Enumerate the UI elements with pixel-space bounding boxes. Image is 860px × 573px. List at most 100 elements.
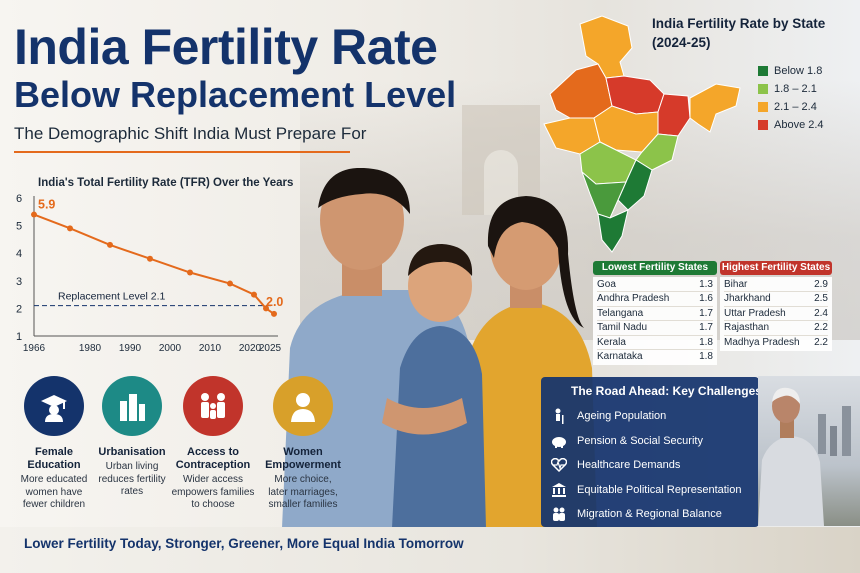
piggy-bank-icon [551, 433, 567, 449]
x-tick-label: 2025 [259, 343, 282, 354]
state-tfr-value: 2.9 [814, 279, 828, 290]
x-tick-label: 1990 [119, 343, 142, 354]
legend-item: 2.1 – 2.4 [758, 98, 824, 116]
table-row: Kerala 1.8 [597, 336, 713, 350]
challenges-title: The Road Ahead: Key Challenges [571, 384, 762, 398]
footer-tagline: Lower Fertility Today, Stronger, Greener… [24, 536, 464, 551]
heartbeat-icon [551, 457, 567, 473]
y-tick-label: 5 [16, 221, 22, 233]
data-point [263, 305, 269, 312]
state-tfr-value: 2.4 [814, 307, 828, 319]
parliament-icon [551, 482, 567, 498]
factor-contraception: Access to Contraception Wider access emp… [167, 376, 259, 512]
data-label: 5.9 [38, 198, 55, 212]
state-tfr-value: 1.7 [699, 322, 713, 334]
tfr-chart-title: India's Total Fertility Rate (TFR) Over … [38, 177, 294, 189]
city-icon [102, 376, 162, 436]
data-point [227, 280, 233, 287]
x-tick-label: 2010 [199, 343, 222, 354]
x-tick-label: 2020 [239, 343, 262, 354]
map-title: India Fertility Rate by State (2024-25) [652, 16, 826, 50]
legend-swatch [758, 66, 768, 76]
state-name: Tamil Nadu [597, 322, 648, 334]
highest-fertility-table: Highest Fertility States Bihar 2.9 Jharkha… [720, 261, 832, 351]
table-header: Highest Fertility States [720, 261, 832, 275]
table-row: Telangana 1.7 [597, 307, 713, 322]
table-row: Madhya Pradesh 2.2 [724, 336, 828, 350]
factor-desc: Urban living reduces fertility rates [98, 461, 166, 497]
challenge-item: Migration & Regional Balance [551, 502, 749, 527]
factor-desc: More educated women have fewer children [20, 474, 88, 510]
state-tfr-value: 1.8 [699, 350, 713, 362]
factor-female-education: Female Education More educated women hav… [8, 376, 100, 512]
map-region-northeast [689, 83, 741, 133]
state-name: Uttar Pradesh [724, 307, 786, 319]
x-tick-label: 1980 [79, 343, 102, 354]
legend-item: 1.8 – 2.1 [758, 80, 824, 98]
factor-title: Access to Contraception [175, 446, 251, 471]
y-tick-label: 4 [16, 248, 22, 260]
legend-swatch [758, 102, 768, 112]
state-tfr-value: 1.6 [699, 293, 713, 305]
y-tick-label: 6 [16, 193, 22, 205]
map-region-east [657, 93, 691, 137]
data-point [31, 211, 37, 218]
state-tfr-value: 1.7 [699, 307, 713, 319]
factor-desc: Wider access empowers families to choose [171, 474, 255, 510]
factor-title: Urbanisation [98, 446, 166, 458]
footer-band [0, 527, 860, 573]
x-tick-label: 2000 [159, 343, 182, 354]
legend-item: Above 2.4 [758, 116, 824, 134]
state-name: Jharkhand [724, 293, 771, 305]
data-point [107, 241, 113, 248]
data-point [67, 225, 73, 232]
challenge-item: Equitable Political Representation [551, 478, 749, 503]
family-icon [183, 376, 243, 436]
table-row: Karnataka 1.8 [597, 350, 713, 364]
state-name: Madhya Pradesh [724, 336, 800, 348]
table-row: Uttar Pradesh 2.4 [724, 307, 828, 322]
map-region-northwest [549, 63, 613, 119]
x-tick-label: 1966 [23, 343, 46, 354]
people-icon [551, 506, 567, 522]
page-title: India Fertility Rate [14, 19, 438, 75]
state-tfr-value: 2.2 [814, 336, 828, 348]
key-challenges-panel: The Road Ahead: Key Challenges Ageing Po… [541, 377, 762, 527]
state-name: Telangana [597, 307, 644, 319]
graduate-icon [24, 376, 84, 436]
state-name: Rajasthan [724, 322, 770, 334]
legend-item: Below 1.8 [758, 62, 824, 80]
factor-title: Women Empowerment [265, 446, 341, 471]
table-row: Andhra Pradesh 1.6 [597, 292, 713, 307]
family-photo [282, 168, 597, 528]
india-map [543, 15, 741, 253]
state-tfr-value: 2.5 [814, 293, 828, 305]
elderly-icon [551, 408, 567, 425]
table-row: Tamil Nadu 1.7 [597, 321, 713, 336]
state-name: Kerala [597, 336, 626, 348]
state-tfr-value: 1.8 [699, 336, 713, 348]
y-tick-label: 2 [16, 303, 22, 315]
map-region-north [579, 15, 633, 79]
table-row: Bihar 2.9 [724, 278, 828, 293]
challenge-item: Healthcare Demands [551, 453, 749, 478]
state-tfr-value: 1.3 [699, 279, 713, 290]
table-row: Goa 1.3 [597, 278, 713, 293]
data-point [251, 291, 257, 298]
map-legend: Below 1.8 1.8 – 2.1 2.1 – 2.4 Above 2.4 [758, 62, 824, 134]
y-tick-label: 1 [16, 331, 22, 343]
map-region-south-west [580, 170, 627, 219]
state-name: Karnataka [597, 350, 643, 362]
factor-title: Female Education [27, 446, 81, 471]
factor-urbanisation: Urbanisation Urban living reduces fertil… [86, 376, 178, 499]
data-point [271, 310, 277, 317]
legend-swatch [758, 84, 768, 94]
page-title-line2: Below Replacement Level [14, 74, 457, 115]
replacement-level-label: Replacement Level 2.1 [58, 291, 166, 303]
challenge-item: Ageing Population [551, 404, 749, 429]
y-tick-label: 3 [16, 276, 22, 288]
factor-desc: More choice, later marriages, smaller fa… [268, 474, 338, 510]
data-label: 2.0 [266, 295, 283, 309]
